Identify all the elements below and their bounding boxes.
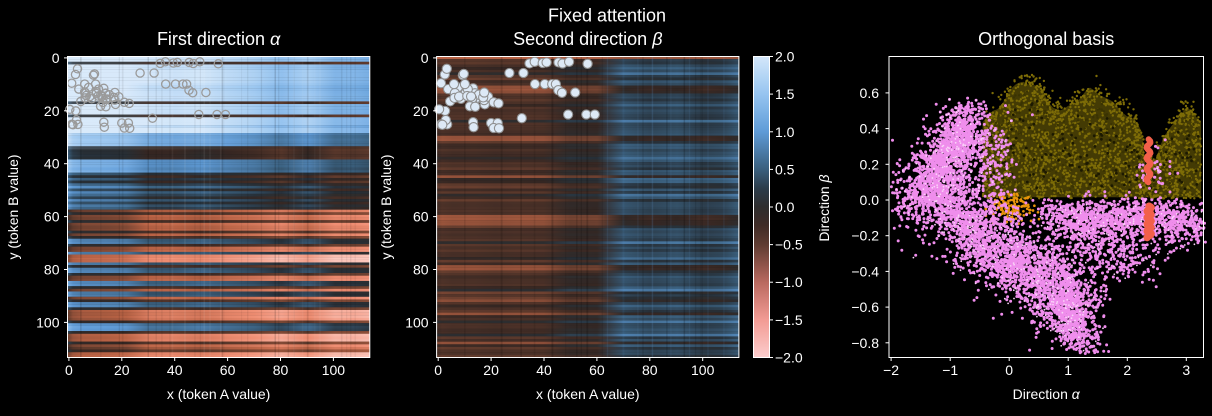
svg-text:−1: −1 [942, 362, 958, 378]
svg-text:20: 20 [44, 103, 60, 119]
svg-text:−0.6: −0.6 [851, 299, 879, 315]
svg-text:0.0: 0.0 [860, 192, 880, 208]
svg-text:2.0: 2.0 [775, 49, 795, 65]
svg-text:40: 40 [167, 362, 183, 378]
svg-text:−1.0: −1.0 [775, 274, 803, 290]
svg-text:0: 0 [65, 362, 73, 378]
svg-text:x (token A value): x (token A value) [536, 386, 640, 402]
svg-text:80: 80 [413, 262, 429, 278]
svg-text:1: 1 [1064, 362, 1072, 378]
svg-text:0: 0 [1005, 362, 1013, 378]
svg-text:−1.5: −1.5 [775, 312, 803, 328]
svg-text:40: 40 [44, 156, 60, 172]
svg-text:−2.0: −2.0 [775, 350, 803, 366]
svg-text:20: 20 [114, 362, 130, 378]
svg-text:−2: −2 [883, 362, 899, 378]
svg-text:0.4: 0.4 [860, 121, 880, 137]
svg-text:Second direction β: Second direction β [513, 29, 662, 49]
svg-text:−0.8: −0.8 [851, 335, 879, 351]
svg-text:3: 3 [1182, 362, 1190, 378]
svg-text:1.0: 1.0 [775, 124, 795, 140]
svg-text:100: 100 [36, 314, 60, 330]
svg-text:80: 80 [273, 362, 289, 378]
svg-text:40: 40 [536, 362, 552, 378]
svg-text:−0.5: −0.5 [775, 237, 803, 253]
svg-text:y (token B value): y (token B value) [378, 154, 394, 259]
svg-text:0: 0 [421, 50, 429, 66]
svg-text:−0.2: −0.2 [851, 228, 879, 244]
svg-text:60: 60 [44, 209, 60, 225]
svg-text:0.5: 0.5 [775, 161, 795, 177]
svg-text:60: 60 [413, 209, 429, 225]
svg-text:20: 20 [413, 103, 429, 119]
svg-text:Fixed attention: Fixed attention [548, 6, 666, 26]
svg-text:20: 20 [483, 362, 499, 378]
svg-text:100: 100 [405, 314, 429, 330]
svg-text:80: 80 [642, 362, 658, 378]
svg-text:80: 80 [44, 262, 60, 278]
svg-text:60: 60 [220, 362, 236, 378]
svg-text:0.6: 0.6 [860, 85, 880, 101]
svg-text:1.5: 1.5 [775, 86, 795, 102]
svg-text:Direction α: Direction α [1013, 386, 1081, 402]
svg-text:0: 0 [434, 362, 442, 378]
svg-text:y (token B value): y (token B value) [5, 154, 21, 259]
svg-text:0.2: 0.2 [860, 156, 880, 172]
svg-text:x (token A value): x (token A value) [167, 386, 271, 402]
svg-text:−0.4: −0.4 [851, 263, 879, 279]
svg-text:60: 60 [589, 362, 605, 378]
svg-text:0.0: 0.0 [775, 199, 795, 215]
svg-text:Direction β: Direction β [816, 174, 832, 241]
svg-text:Orthogonal basis: Orthogonal basis [978, 29, 1114, 49]
svg-text:2: 2 [1123, 362, 1131, 378]
svg-text:First direction α: First direction α [157, 29, 281, 49]
svg-text:100: 100 [691, 362, 715, 378]
svg-text:100: 100 [322, 362, 346, 378]
svg-text:0: 0 [52, 50, 60, 66]
svg-text:40: 40 [413, 156, 429, 172]
